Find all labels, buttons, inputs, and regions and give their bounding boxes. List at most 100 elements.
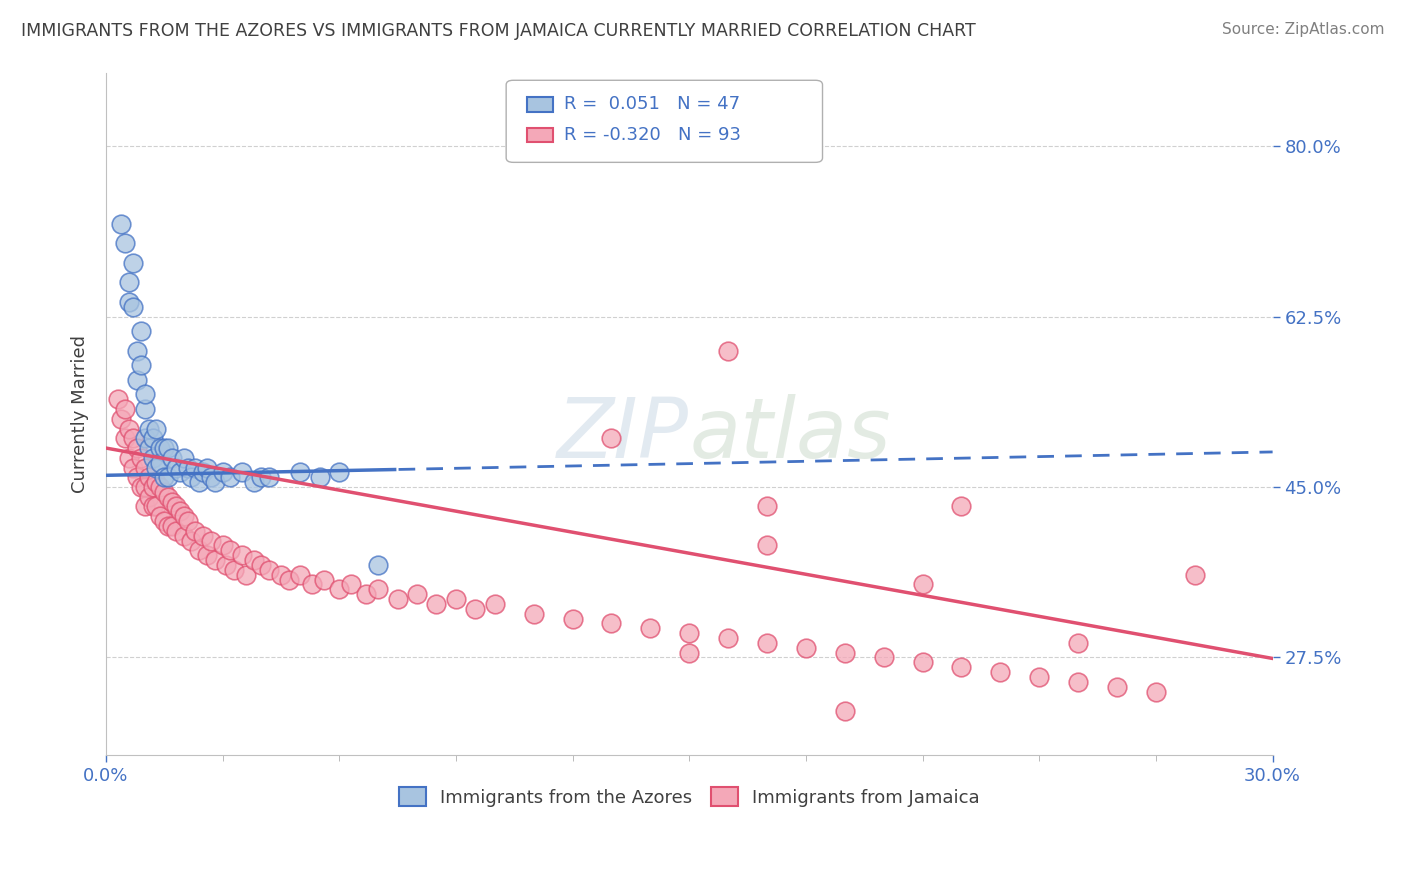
Point (219, 543, 242, 558)
Point (756, 538, 779, 552)
Text: ZIP: ZIP (557, 394, 689, 475)
Point (153, 484, 176, 499)
Point (160, 519, 183, 533)
Point (1067, 674, 1090, 689)
Point (125, 441, 148, 455)
Point (464, 601, 486, 615)
Point (600, 616, 623, 631)
Point (277, 573, 299, 587)
Point (118, 450, 141, 465)
Point (290, 567, 312, 582)
Point (180, 533, 202, 548)
Point (160, 494, 183, 508)
Point (138, 441, 160, 455)
Point (211, 466, 233, 480)
Point (118, 421, 141, 435)
Point (250, 470, 273, 484)
Point (950, 500, 973, 514)
Point (165, 524, 187, 538)
Text: R = -0.320   N = 93: R = -0.320 N = 93 (564, 126, 741, 144)
Point (484, 597, 506, 611)
Point (1105, 680, 1128, 694)
Point (165, 500, 187, 514)
Point (340, 577, 363, 591)
Point (990, 665, 1012, 679)
Point (153, 441, 176, 455)
Point (157, 470, 180, 484)
Point (129, 450, 152, 465)
Point (204, 553, 226, 567)
Point (200, 533, 222, 548)
Point (118, 294, 141, 309)
Point (125, 470, 148, 484)
Point (1028, 670, 1050, 684)
Point (153, 514, 176, 528)
Point (145, 475, 167, 490)
Point (600, 431, 623, 445)
Y-axis label: Currently Married: Currently Married (72, 334, 89, 493)
Point (301, 577, 323, 591)
Point (134, 460, 156, 475)
Point (134, 387, 156, 401)
Point (561, 611, 583, 625)
Point (242, 553, 264, 567)
Point (257, 470, 280, 484)
Point (444, 592, 467, 607)
Point (911, 656, 934, 670)
Point (134, 480, 156, 494)
Point (138, 490, 160, 504)
Point (125, 343, 148, 358)
Point (184, 460, 207, 475)
Point (834, 704, 856, 718)
Text: R =  0.051   N = 47: R = 0.051 N = 47 (564, 95, 740, 113)
Point (122, 431, 145, 445)
Point (195, 548, 218, 562)
Point (145, 421, 167, 435)
Point (160, 450, 183, 465)
Text: IMMIGRANTS FROM THE AZORES VS IMMIGRANTS FROM JAMAICA CURRENTLY MARRIED CORRELAT: IMMIGRANTS FROM THE AZORES VS IMMIGRANTS… (21, 22, 976, 40)
Point (188, 543, 211, 558)
Point (176, 514, 198, 528)
Point (834, 646, 856, 660)
Point (134, 402, 156, 417)
Point (200, 470, 222, 484)
Point (149, 480, 172, 494)
Point (406, 587, 429, 601)
Point (911, 577, 934, 591)
Point (145, 460, 167, 475)
Point (129, 324, 152, 338)
Point (173, 509, 195, 524)
Point (149, 509, 172, 524)
Point (367, 558, 389, 572)
Point (308, 470, 330, 484)
Point (138, 470, 160, 484)
Point (114, 431, 136, 445)
Point (188, 475, 211, 490)
Point (367, 582, 389, 597)
Point (134, 431, 156, 445)
Point (678, 626, 700, 640)
Point (191, 466, 214, 480)
Point (149, 456, 172, 470)
Point (235, 567, 257, 582)
Point (145, 500, 167, 514)
Point (950, 660, 973, 674)
Point (794, 640, 817, 655)
Point (125, 373, 148, 387)
Point (204, 475, 226, 490)
Point (231, 466, 253, 480)
Point (157, 519, 180, 533)
Point (134, 500, 156, 514)
Point (157, 441, 180, 455)
Point (138, 421, 160, 435)
Point (640, 621, 662, 635)
Point (180, 470, 202, 484)
Text: atlas: atlas (689, 394, 891, 475)
Point (142, 431, 165, 445)
Text: Source: ZipAtlas.com: Source: ZipAtlas.com (1222, 22, 1385, 37)
Point (107, 392, 129, 407)
Point (153, 470, 176, 484)
Point (122, 256, 145, 270)
Legend: Immigrants from the Azores, Immigrants from Jamaica: Immigrants from the Azores, Immigrants f… (392, 780, 987, 814)
Point (114, 236, 136, 251)
